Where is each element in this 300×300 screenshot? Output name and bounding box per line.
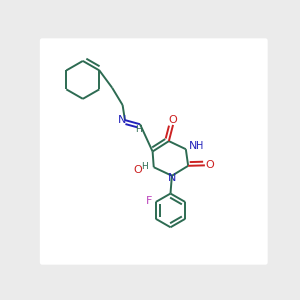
Text: H: H [136,125,142,134]
Text: O: O [205,160,214,170]
Text: O: O [134,164,142,175]
Text: N: N [168,172,176,183]
FancyBboxPatch shape [40,38,268,265]
Text: N: N [189,141,197,151]
Text: O: O [169,115,177,125]
Text: H: H [196,141,203,151]
Text: N: N [118,115,126,125]
Text: H: H [141,162,148,171]
Text: F: F [146,196,152,206]
